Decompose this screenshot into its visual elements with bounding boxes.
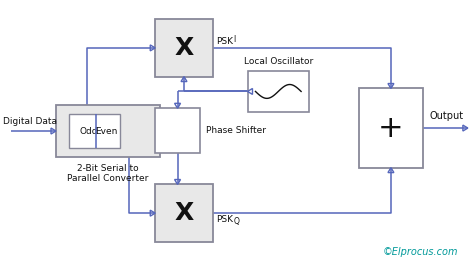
Text: +: + (378, 113, 404, 143)
Text: 2-Bit Serial to: 2-Bit Serial to (77, 164, 139, 173)
Text: PSK: PSK (216, 37, 233, 46)
Text: Even: Even (95, 127, 117, 136)
Bar (56, 105, 160, 157)
Bar (155, 184, 213, 242)
Text: ©Elprocus.com: ©Elprocus.com (383, 247, 458, 257)
Text: X: X (174, 201, 193, 225)
Text: Output: Output (429, 111, 463, 121)
Text: Q: Q (234, 217, 239, 226)
Bar (155, 19, 213, 77)
Text: Digital Data: Digital Data (3, 117, 57, 126)
Bar (359, 88, 423, 168)
Text: X: X (174, 36, 193, 60)
Text: PSK: PSK (216, 215, 233, 223)
Bar (247, 71, 309, 112)
Bar (69, 114, 120, 148)
Text: I: I (234, 36, 236, 45)
Text: Phase Shifter: Phase Shifter (206, 126, 266, 135)
Text: Local Oscillator: Local Oscillator (244, 57, 313, 66)
Text: Parallel Converter: Parallel Converter (67, 174, 149, 183)
Bar (155, 108, 200, 153)
Text: Odd: Odd (79, 127, 98, 136)
